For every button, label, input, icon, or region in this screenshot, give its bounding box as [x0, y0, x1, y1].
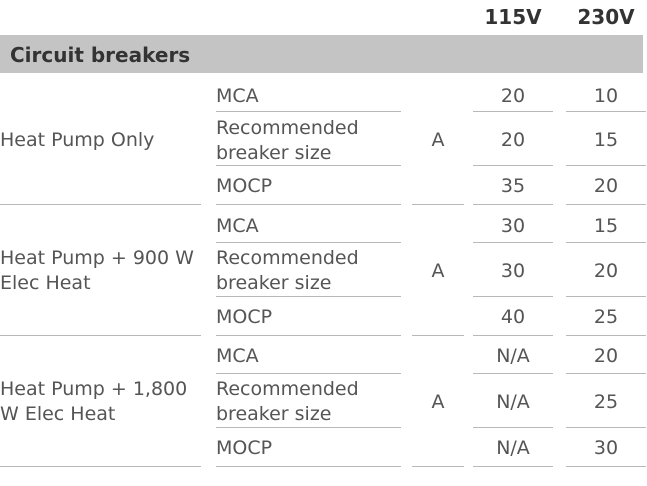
param-label: Recommended breaker size: [216, 247, 359, 294]
group-divider: [216, 204, 401, 205]
value-115v: N/A: [496, 391, 530, 413]
row-divider: [216, 373, 401, 374]
table-bottom-rule: [216, 466, 401, 467]
value-115v: N/A: [496, 345, 530, 367]
section-header-bar: Circuit breakers: [0, 35, 643, 73]
value-115v: 35: [500, 175, 526, 197]
value-115v: N/A: [496, 437, 530, 459]
value-115v: 20: [500, 129, 526, 151]
value-230v: 20: [593, 260, 619, 282]
param-label: Recommended breaker size: [216, 378, 359, 425]
row-divider: [216, 165, 401, 166]
row-divider: [566, 373, 646, 374]
unit-label: A: [431, 391, 445, 413]
value-230v: 15: [593, 129, 619, 151]
value-230v: 20: [593, 345, 619, 367]
row-divider: [566, 242, 646, 243]
group-divider: [0, 335, 201, 336]
param-label: MOCP: [216, 437, 273, 459]
group-divider: [566, 204, 646, 205]
table-bottom-rule: [412, 466, 464, 467]
param-label: MOCP: [216, 306, 273, 328]
table-bottom-rule: [0, 466, 201, 467]
row-divider: [566, 296, 646, 297]
group-label: Heat Pump + 900 W Elec Heat: [0, 247, 194, 294]
group-divider: [0, 204, 201, 205]
param-label: MCA: [216, 345, 259, 367]
row-divider: [473, 427, 553, 428]
group-label: Heat Pump + 1,800 W Elec Heat: [0, 378, 188, 425]
param-label: MOCP: [216, 175, 273, 197]
section-title: Circuit breakers: [10, 43, 191, 67]
row-divider: [473, 296, 553, 297]
group-divider: [473, 335, 553, 336]
row-divider: [216, 242, 401, 243]
row-divider: [473, 373, 553, 374]
row-divider: [473, 111, 553, 112]
value-230v: 20: [593, 175, 619, 197]
row-divider: [216, 111, 401, 112]
param-label: Recommended breaker size: [216, 117, 359, 164]
value-115v: 30: [500, 215, 526, 237]
group-label: Heat Pump Only: [0, 129, 155, 151]
row-divider: [216, 427, 401, 428]
row-divider: [216, 296, 401, 297]
value-115v: 30: [500, 260, 526, 282]
unit-label: A: [431, 260, 445, 282]
group-divider: [566, 335, 646, 336]
value-230v: 10: [593, 85, 619, 107]
param-label: MCA: [216, 85, 259, 107]
row-divider: [566, 111, 646, 112]
table-bottom-rule: [473, 466, 553, 467]
row-divider: [473, 242, 553, 243]
table-bottom-rule: [566, 466, 646, 467]
row-divider: [566, 165, 646, 166]
row-divider: [566, 427, 646, 428]
value-115v: 40: [500, 306, 526, 328]
row-divider: [473, 165, 553, 166]
param-label: MCA: [216, 215, 259, 237]
value-230v: 25: [593, 391, 619, 413]
column-header-230v: 230V: [577, 5, 635, 29]
group-divider: [412, 204, 464, 205]
value-230v: 15: [593, 215, 619, 237]
unit-label: A: [431, 129, 445, 151]
column-header-115v: 115V: [484, 5, 542, 29]
group-divider: [473, 204, 553, 205]
value-230v: 30: [593, 437, 619, 459]
group-divider: [412, 335, 464, 336]
value-115v: 20: [500, 85, 526, 107]
group-divider: [216, 335, 401, 336]
value-230v: 25: [593, 306, 619, 328]
